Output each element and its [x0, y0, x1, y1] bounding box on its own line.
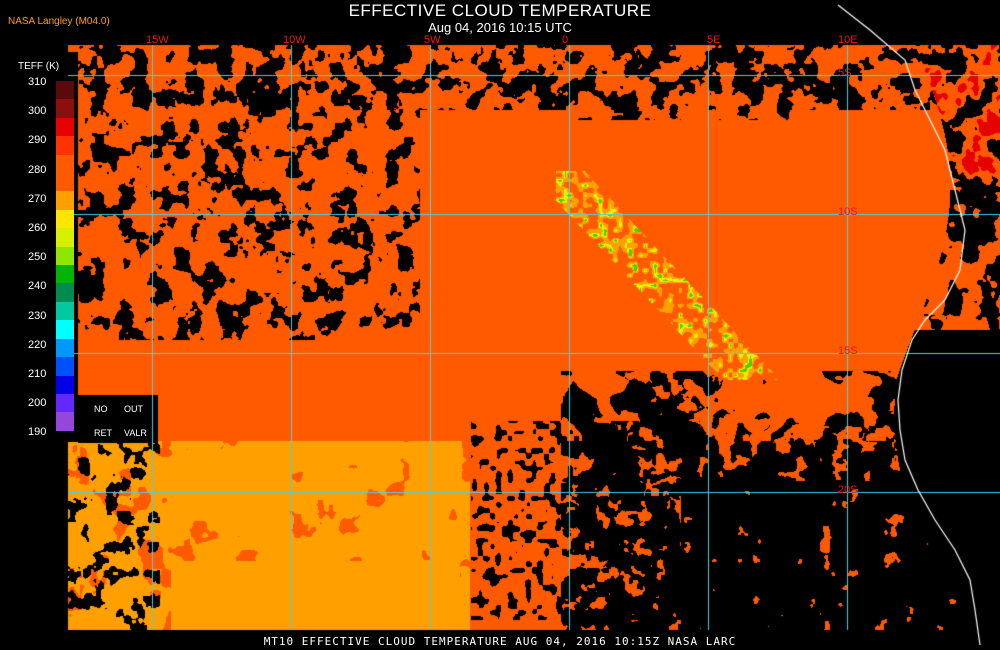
legend-tick-label: 290: [28, 134, 47, 147]
legend-tick-label: 220: [28, 338, 47, 351]
legend-swatch: [56, 154, 74, 174]
legend-tick-label: 230: [28, 309, 47, 322]
legend-swatch: [56, 338, 74, 358]
legend-tick-label: 300: [28, 105, 47, 118]
legend-tick-label: 210: [28, 368, 47, 380]
legend-tick-label: 250: [28, 251, 47, 264]
legend-swatch: [56, 117, 74, 137]
legend-swatch: [56, 136, 74, 155]
longitude-label: 10W: [283, 34, 306, 46]
legend-swatch: [56, 283, 74, 302]
legend-tick-label: 310: [28, 76, 47, 88]
legend-tick-label: 190: [28, 426, 47, 439]
legend-swatch: [56, 173, 74, 192]
map-title: EFFECTIVE CLOUD TEMPERATURE: [348, 1, 652, 20]
longitude-label: 15W: [146, 34, 169, 46]
legend-swatch: [56, 357, 74, 376]
legend-colorbar: [56, 81, 74, 431]
legend-swatch: [56, 81, 74, 100]
legend-swatch: [56, 99, 74, 118]
legend-swatch: [56, 375, 74, 394]
longitude-label: 5E: [707, 34, 721, 46]
legend-tick-label: 280: [28, 163, 47, 176]
latitude-label: 15S: [838, 345, 858, 357]
latitude-label: 5S: [838, 67, 852, 79]
legend-swatch: [56, 191, 74, 210]
legend-swatch: [56, 228, 74, 247]
map-subtitle: Aug 04, 2016 10:15 UTC: [428, 20, 572, 35]
legend-out: OUT: [124, 404, 143, 414]
latitude-label: 20S: [838, 484, 858, 496]
legend-no: NO: [94, 404, 108, 414]
legend-swatch: [56, 209, 74, 229]
longitude-label: 0: [562, 34, 569, 46]
longitude-label: 10E: [838, 34, 858, 46]
legend-swatch: [56, 393, 74, 413]
legend-tick-label: 260: [28, 222, 47, 234]
footer-caption: MT10 EFFECTIVE CLOUD TEMPERATURE AUG 04,…: [263, 635, 737, 648]
legend-title: TEFF (K): [18, 61, 60, 72]
legend-swatch: [56, 320, 74, 339]
legend-tick-label: 200: [28, 397, 47, 410]
credit-label: NASA Langley (M04.0): [8, 16, 110, 27]
legend-swatch: [56, 412, 74, 431]
legend-tick-label: 240: [28, 280, 47, 293]
legend-valr: VALR: [124, 428, 147, 438]
latitude-label: 10S: [838, 206, 858, 218]
legend-ret: RET: [94, 428, 112, 438]
legend-tick-label: 270: [28, 192, 47, 205]
legend-swatch: [56, 246, 74, 266]
legend-swatch: [56, 301, 74, 321]
longitude-label: 5W: [424, 34, 441, 46]
legend-swatch: [56, 265, 74, 284]
